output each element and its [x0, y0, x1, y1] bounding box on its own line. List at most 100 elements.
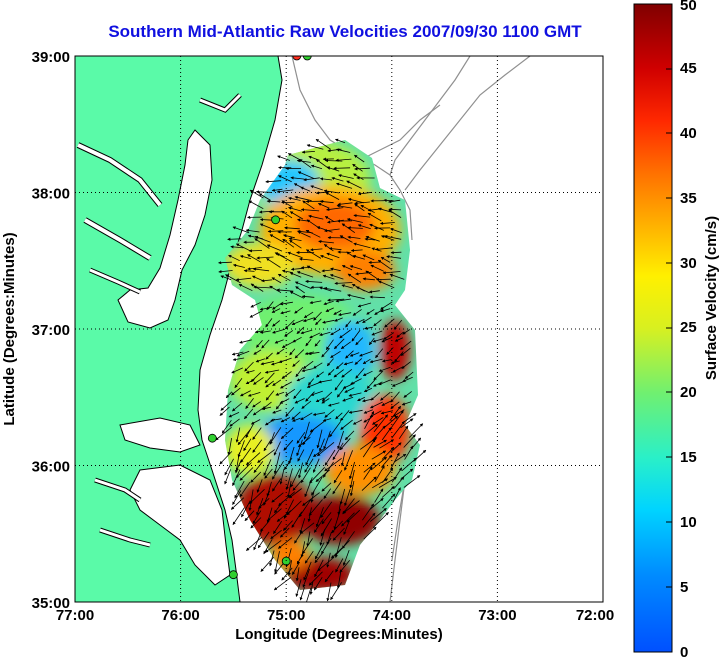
velocity-vector — [380, 235, 395, 241]
velocity-vector — [364, 326, 373, 330]
velocity-vector — [403, 391, 412, 398]
velocity-vector — [390, 452, 400, 470]
velocity-vector — [402, 413, 417, 423]
velocity-vector — [339, 438, 351, 451]
velocity-vector — [361, 476, 377, 491]
velocity-vector — [272, 478, 282, 492]
chesapeake-bay — [117, 129, 213, 329]
velocity-vector — [227, 438, 232, 456]
velocity-vector — [341, 284, 353, 289]
velocity-vector — [372, 512, 389, 528]
velocity-vector — [348, 392, 362, 397]
velocity-vector — [401, 361, 412, 369]
station-marker — [207, 433, 217, 443]
velocity-vector — [281, 269, 293, 273]
velocity-vector — [338, 174, 354, 179]
velocity-vector — [308, 499, 323, 516]
velocity-vector — [254, 235, 271, 243]
velocity-vector — [328, 247, 342, 251]
velocity-vector — [308, 214, 324, 220]
velocity-vector — [326, 166, 340, 172]
velocity-vectors — [215, 138, 427, 602]
velocity-vector — [319, 177, 333, 181]
station-marker — [271, 215, 281, 225]
velocity-vector — [380, 308, 391, 313]
velocity-vector — [317, 557, 335, 572]
velocity-vector — [250, 419, 261, 425]
velocity-vector — [337, 430, 344, 450]
velocity-vector — [386, 255, 402, 259]
velocity-vector — [296, 271, 314, 278]
velocity-vector — [384, 415, 399, 428]
velocity-vector — [270, 529, 282, 540]
velocity-vector — [352, 419, 363, 425]
velocity-vector — [390, 228, 402, 234]
velocity-vector — [378, 476, 397, 488]
velocity-vector — [250, 301, 262, 308]
velocity-vector — [240, 447, 252, 463]
velocity-vector — [290, 468, 301, 488]
velocity-vector — [300, 208, 320, 212]
velocity-vector — [294, 532, 302, 544]
colorbar-ticks: 0 5 10 15 20 25 30 35 40 45 50 — [680, 0, 697, 659]
velocity-vector — [323, 287, 342, 292]
velocity-vector — [288, 488, 302, 499]
velocity-vector — [362, 438, 376, 458]
velocity-vector — [289, 239, 302, 249]
velocity-vector — [313, 577, 323, 591]
velocity-vector — [267, 508, 282, 521]
velocity-vector — [321, 398, 330, 404]
velocity-vector — [369, 358, 383, 364]
velocity-vector — [368, 337, 375, 346]
velocity-vector — [373, 370, 384, 381]
velocity-vector — [295, 286, 305, 294]
velocity-vector — [218, 270, 233, 274]
velocity-vector — [340, 419, 353, 430]
velocity-vector — [393, 476, 405, 489]
velocity-vector — [355, 271, 372, 276]
x-tick-label: 72:00 — [576, 607, 614, 624]
velocity-vector — [305, 229, 321, 238]
velocity-vector — [277, 537, 293, 549]
velocity-vector — [281, 567, 293, 581]
velocity-vector — [363, 526, 377, 540]
velocity-vector — [299, 518, 306, 534]
station-marker — [302, 56, 312, 61]
velocity-vector — [259, 223, 275, 231]
velocity-vector — [370, 456, 388, 471]
velocity-vector — [244, 408, 254, 420]
velocity-vector — [230, 245, 244, 249]
velocity-vector — [319, 331, 331, 337]
velocity-vector — [264, 372, 275, 384]
velocity-vector — [362, 358, 371, 365]
velocity-vector — [305, 279, 323, 284]
velocity-vector — [259, 330, 271, 334]
velocity-vector — [285, 468, 293, 491]
gridlines — [75, 56, 603, 602]
velocity-vector — [403, 475, 421, 488]
velocity-vector — [287, 560, 292, 576]
velocity-vector — [345, 350, 354, 359]
velocity-vector — [315, 397, 325, 403]
velocity-vector — [305, 338, 312, 347]
velocity-vector — [239, 255, 252, 260]
velocity-vector — [335, 412, 343, 420]
velocity-vector — [392, 366, 403, 373]
velocity-vector — [234, 480, 245, 499]
colorbar-label: Surface Velocity (cm/s) — [703, 216, 720, 380]
velocity-vector — [276, 253, 293, 263]
velocity-vector — [286, 500, 302, 516]
velocity-vector — [362, 254, 375, 261]
y-tick-label: 35:00 — [32, 595, 70, 612]
velocity-vector — [321, 348, 330, 358]
velocity-vector — [364, 411, 375, 429]
velocity-vector — [390, 442, 402, 453]
velocity-vector — [271, 492, 284, 503]
velocity-vector — [327, 369, 335, 376]
velocity-vector — [294, 281, 312, 290]
velocity-vector — [250, 517, 262, 529]
velocity-vector — [270, 418, 282, 422]
velocity-vector — [239, 467, 254, 481]
velocity-vector — [326, 552, 331, 568]
velocity-vector — [372, 338, 384, 343]
